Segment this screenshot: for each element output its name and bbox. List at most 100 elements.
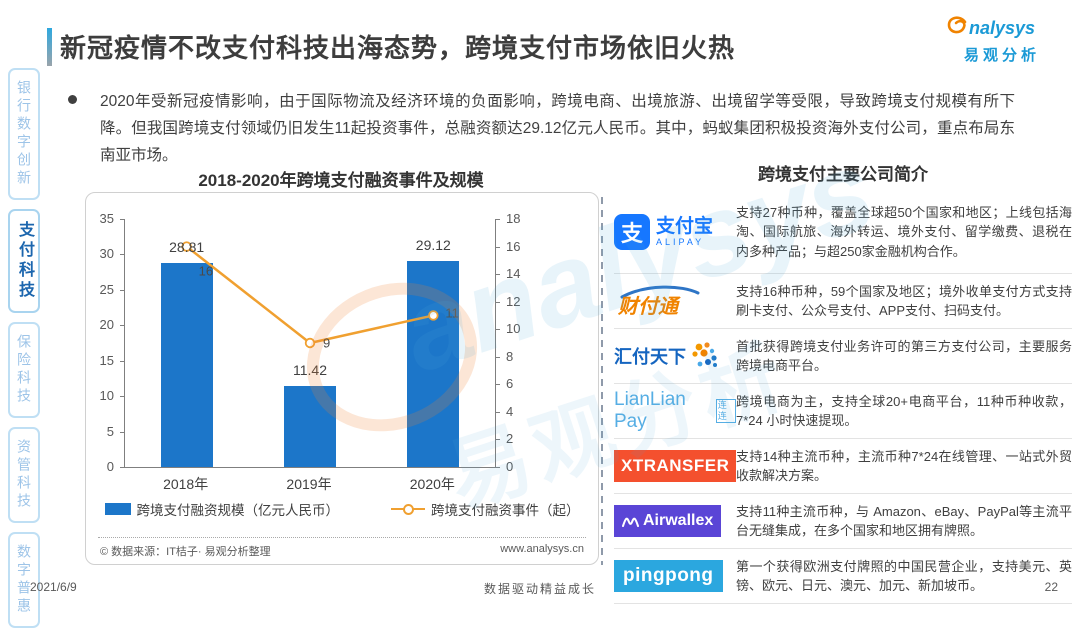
sidebar-item-insurance-tech[interactable]: 保险科技 xyxy=(8,322,40,418)
website-link[interactable]: www.analysys.cn xyxy=(500,543,584,555)
left-axis-tick-label: 15 xyxy=(99,352,114,368)
airwallex-text: Airwallex xyxy=(643,512,714,529)
left-axis: 0 5 10 15 20 25 30 35 xyxy=(86,211,119,474)
sidebar-item-bank-digital[interactable]: 银行数字创新 xyxy=(8,68,40,200)
legend-line-label: 跨境支付融资事件（起） xyxy=(431,503,580,518)
right-axis-tick-label: 2 xyxy=(506,431,514,447)
tenpay-logo: 财付通 xyxy=(614,284,736,318)
lianlian-logo: LianLian Pay 连连 xyxy=(614,389,736,433)
huifu-logo: 汇付天下 xyxy=(614,341,736,371)
bar-value-label: 11.42 xyxy=(293,362,327,379)
x-axis-labels: 2018年 2019年 2020年 xyxy=(124,474,494,492)
company-desc: 跨境电商为主，支持全球20+电商平台，11种币种收款，7*24 小时快速提现。 xyxy=(736,393,1072,429)
right-axis-tick-label: 6 xyxy=(506,376,514,392)
pingpong-badge: pingpong xyxy=(614,560,723,592)
airwallex-logo: Airwallex xyxy=(614,505,736,537)
left-axis-tick-label: 35 xyxy=(99,211,114,226)
title-accent-bar xyxy=(47,28,52,66)
left-axis-tick-label: 20 xyxy=(99,317,114,333)
company-desc: 首批获得跨境支付业务许可的第三方支付公司，主要服务跨境电商平台。 xyxy=(736,338,1072,374)
alipay-cn: 支付宝 xyxy=(656,216,714,237)
analysys-logo: nalysys 易观分析 xyxy=(942,14,1062,65)
left-axis-tick-label: 25 xyxy=(99,281,114,297)
summary-paragraph: 2020年受新冠疫情影响，由于国际物流及经济环境的负面影响，跨境电商、出境旅游、… xyxy=(100,93,1015,164)
analysys-logo-icon: nalysys xyxy=(947,16,1035,38)
right-axis-tick-label: 4 xyxy=(506,403,514,419)
left-axis-tick-mark xyxy=(120,360,125,362)
footer-date: 2021/6/9 xyxy=(30,580,77,594)
data-source: © 数据来源：IT桔子· 易观分析整理 xyxy=(100,546,271,558)
huifu-text: 汇付天下 xyxy=(614,347,686,367)
pingpong-logo: pingpong xyxy=(614,560,736,592)
footer-slogan: 数据驱动精益成长 xyxy=(483,582,596,596)
right-axis-tick-label: 0 xyxy=(506,459,514,474)
right-axis-tick-label: 16 xyxy=(506,238,521,254)
bullet-icon xyxy=(68,95,77,104)
xtransfer-logo: XTRANSFER xyxy=(614,450,737,482)
right-axis-tick-mark xyxy=(495,274,500,276)
legend-bar-series: 跨境支付融资规模（亿元人民币） xyxy=(104,499,340,519)
company-desc: 支持14种主流币种，主流币种7*24在线管理、一站式外贸收款解决方案。 xyxy=(736,448,1072,484)
company-desc: 支持11种主流币种，与 Amazon、eBay、PayPal等主流平台无缝集成，… xyxy=(736,503,1072,539)
chart-title: 2018-2020年跨境支付融资事件及规模 xyxy=(198,171,484,190)
companies-panel-title: 跨境支付主要公司简介 xyxy=(758,165,928,184)
right-axis-tick-mark xyxy=(495,384,500,386)
company-row-airwallex: Airwallex 支持11种主流币种，与 Amazon、eBay、PayPal… xyxy=(614,494,1072,549)
svg-text:nalysys: nalysys xyxy=(969,18,1035,38)
companies-panel: 跨境支付主要公司简介 支 支付宝 ALIPAY 支持27种币种，覆盖全球超50个… xyxy=(614,160,1072,604)
sidebar-item-asset-tech[interactable]: 资管科技 xyxy=(8,427,40,523)
company-desc: 支持16种币种，59个国家及地区；境外收单支付方式支持刷卡支付、公众号支付、AP… xyxy=(736,283,1072,319)
page-number: 22 xyxy=(1044,580,1058,594)
left-axis-tick-mark xyxy=(120,254,125,256)
chart-card: 0 5 10 15 20 25 30 35 0 2 4 6 8 10 12 14 16 18 28.81 11.4… xyxy=(85,192,599,565)
company-row-pingpong: pingpong 第一个获得欧洲支付牌照的中国民营企业，支持美元、英镑、欧元、日… xyxy=(614,549,1072,604)
svg-text:财付通: 财付通 xyxy=(617,295,681,318)
company-desc: 支持27种币种，覆盖全球超50个国家和地区；上线包括海淘、国际航旅、海外转运、境… xyxy=(736,204,1072,259)
left-axis-tick-mark xyxy=(120,396,125,398)
huifu-pinwheel-icon xyxy=(692,342,717,367)
right-axis-tick-mark xyxy=(495,439,500,441)
left-axis-tick-mark xyxy=(120,431,125,433)
sidebar: 银行数字创新 支付科技 保险科技 资管科技 数字普惠 xyxy=(8,68,40,628)
line-value-label: 16 xyxy=(198,263,214,279)
company-row-tenpay: 财付通 支持16种币种，59个国家及地区；境外收单支付方式支持刷卡支付、公众号支… xyxy=(614,274,1072,329)
left-axis-tick-label: 5 xyxy=(106,423,114,439)
bar-2019年 xyxy=(284,386,336,467)
sidebar-item-payment-tech[interactable]: 支付科技 xyxy=(8,209,40,313)
bar-2018年 xyxy=(160,262,213,467)
right-axis-tick-mark xyxy=(495,411,500,413)
right-axis-tick-label: 10 xyxy=(506,321,521,337)
right-axis-tick-label: 8 xyxy=(506,348,514,364)
bar-value-label: 28.81 xyxy=(169,238,205,255)
source-separator xyxy=(98,537,586,538)
bar-2020年 xyxy=(407,260,460,467)
right-axis-tick-label: 14 xyxy=(506,266,521,282)
left-axis-tick-mark xyxy=(120,219,125,220)
line-value-label: 11 xyxy=(445,305,459,321)
x-axis-label: 2018年 xyxy=(163,476,209,492)
right-axis-tick-mark xyxy=(495,246,500,248)
left-axis-tick-mark xyxy=(120,467,125,468)
plot-area: 28.81 11.42 29.12 16 9 11 xyxy=(120,219,500,468)
tenpay-icon: 财付通 xyxy=(617,285,700,318)
chart-legend: 跨境支付融资规模（亿元人民币） 跨境支付融资事件（起） xyxy=(86,499,598,519)
right-axis: 0 2 4 6 8 10 12 14 16 18 xyxy=(499,211,535,474)
line-value-label: 9 xyxy=(323,335,331,351)
line-series xyxy=(181,241,439,349)
alipay-logo: 支 支付宝 ALIPAY xyxy=(614,214,736,250)
legend-line-series: 跨境支付融资事件（起） xyxy=(391,499,580,519)
right-axis-tick-mark xyxy=(495,301,500,303)
legend-line-swatch xyxy=(391,504,425,515)
x-axis-label: 2020年 xyxy=(409,476,455,492)
analysys-logo-cn: 易观分析 xyxy=(963,47,1040,64)
lianlian-text: LianLian Pay xyxy=(614,389,686,432)
legend-bar-label: 跨境支付融资规模（亿元人民币） xyxy=(136,503,340,518)
section-divider xyxy=(601,197,603,565)
right-axis-tick-mark xyxy=(495,329,500,331)
legend-bar-swatch xyxy=(104,503,131,515)
alipay-icon: 支 xyxy=(614,214,650,250)
airwallex-icon xyxy=(622,517,639,527)
company-desc: 第一个获得欧洲支付牌照的中国民营企业，支持美元、英镑、欧元、日元、澳元、加元、新… xyxy=(736,558,1072,594)
right-axis-tick-mark xyxy=(495,356,500,358)
left-axis-tick-label: 30 xyxy=(99,246,114,262)
